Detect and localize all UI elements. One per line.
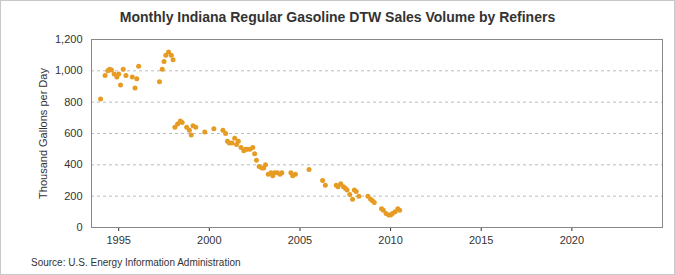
html-text:Source: U.S. Energy Informatio: Source: U.S. Energy Information Administ… <box>31 257 241 268</box>
svg-text:2015: 2015 <box>469 234 493 246</box>
svg-text:Thousand Gallons per Day: Thousand Gallons per Day <box>37 68 49 199</box>
svg-text:1995: 1995 <box>106 234 130 246</box>
html-text:Monthly Indiana Regular Gasoli: Monthly Indiana Regular Gasoline DTW Sal… <box>119 9 556 25</box>
svg-text:1,200: 1,200 <box>55 33 83 45</box>
svg-text:2010: 2010 <box>378 234 402 246</box>
svg-text:400: 400 <box>64 158 82 170</box>
svg-text:2005: 2005 <box>288 234 312 246</box>
svg-text:0: 0 <box>76 221 82 233</box>
svg-text:1,000: 1,000 <box>55 64 83 76</box>
svg-text:600: 600 <box>64 127 82 139</box>
svg-text:2020: 2020 <box>560 234 584 246</box>
svg-text:800: 800 <box>64 96 82 108</box>
svg-text:2000: 2000 <box>197 234 221 246</box>
svg-text:200: 200 <box>64 190 82 202</box>
